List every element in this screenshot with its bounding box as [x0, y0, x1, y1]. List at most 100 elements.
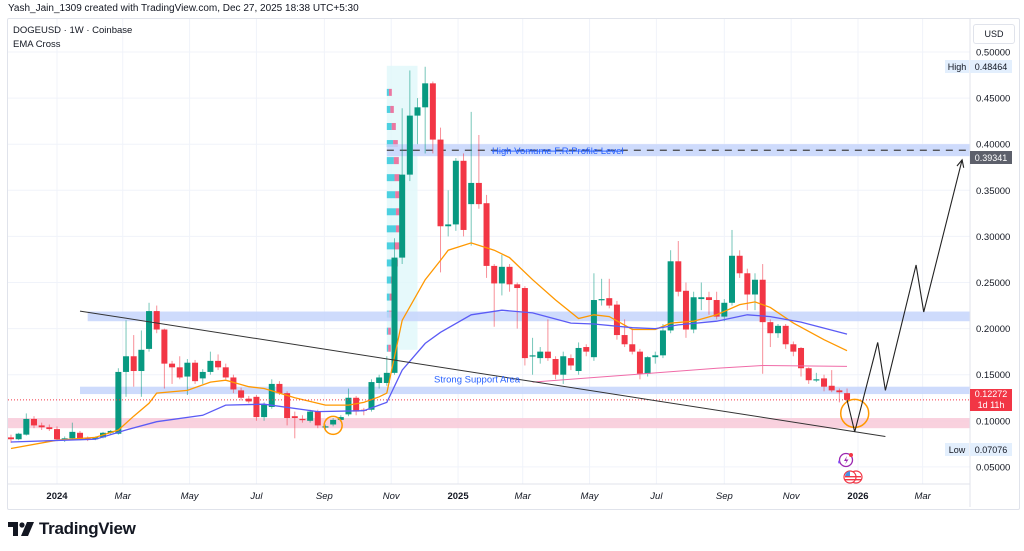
candle-up [422, 83, 429, 108]
currency-selector[interactable]: USD [973, 24, 1015, 44]
volume-profile-bar [388, 88, 392, 96]
candle-down [828, 385, 835, 391]
ema-long-line [532, 364, 848, 383]
volume-profile-bar [386, 88, 389, 96]
candle-down [161, 329, 168, 364]
resistance-band [87, 311, 970, 322]
symbol-info[interactable]: DOGEUSD · 1W · Coinbase [13, 25, 133, 36]
candle-up [498, 266, 505, 284]
candle-down [460, 160, 467, 230]
volume-profile-bar [386, 191, 396, 199]
candle-down [222, 367, 229, 378]
lightning-event-icon[interactable] [838, 452, 854, 468]
time-tick-label: Sep [716, 491, 733, 502]
time-tick-label: May [181, 491, 200, 502]
candle-up [23, 418, 30, 435]
volume-profile-bar [386, 225, 396, 233]
candle-up [560, 356, 567, 375]
volume-profile-bar [386, 259, 394, 267]
time-tick-label: 2024 [46, 491, 68, 502]
low-label: Low [945, 443, 969, 456]
time-tick-label: Nov [783, 491, 801, 502]
candle-up [376, 377, 383, 383]
candle-down [521, 288, 528, 359]
demand-band [8, 418, 970, 429]
candle-down [46, 427, 53, 430]
candle-down [744, 273, 751, 295]
candle-up [199, 371, 206, 379]
volume-profile-bar [386, 276, 392, 284]
candle-up [146, 311, 153, 349]
candle-down [483, 203, 490, 266]
candle-up [575, 347, 582, 372]
candle-down [130, 356, 137, 372]
candle-up [452, 160, 459, 225]
candle-down [759, 279, 766, 323]
candle-down [821, 378, 828, 387]
support-band [80, 386, 970, 395]
candle-down [77, 432, 84, 439]
candle-down [736, 255, 743, 274]
volume-profile-bar [395, 191, 401, 199]
candles-layer [8, 66, 851, 443]
candle-up [529, 355, 536, 357]
candle-up [69, 431, 76, 439]
candle-down [514, 284, 521, 289]
tradingview-logo-text: TradingView [39, 519, 136, 538]
candle-up [406, 115, 413, 175]
price-tick-label: 0.25000 [976, 278, 1010, 289]
highlight-circle [323, 415, 343, 436]
candle-down [675, 261, 682, 292]
indicator-label[interactable]: EMA Cross [13, 39, 61, 50]
last-price-tag: 0.12272 1d 11h [970, 389, 1012, 411]
tradingview-logo-icon [8, 522, 34, 536]
candle-down [437, 139, 444, 227]
candle-down [153, 311, 160, 330]
candle-down [583, 347, 590, 352]
candle-up [644, 357, 651, 374]
candle-down [782, 325, 789, 345]
low-value: 0.07076 [970, 443, 1012, 456]
candle-down [176, 367, 183, 378]
descending-trendline [79, 310, 886, 437]
candle-up [368, 382, 375, 410]
candle-down [613, 304, 620, 336]
time-tick-label: Mar [515, 491, 532, 502]
candle-up [414, 107, 421, 116]
candle-up [399, 174, 406, 258]
volume-profile-bar [394, 174, 400, 182]
time-axis[interactable]: 2024 Mar May Jul Sep Nov 2025 Mar May Jul Sep Nov 20… [46, 491, 931, 502]
candle-up [598, 299, 605, 301]
tradingview-logo[interactable]: TradingView [8, 519, 136, 539]
candle-up [659, 330, 666, 356]
candle-up [268, 383, 275, 407]
candle-down [291, 416, 298, 419]
high-label: High [945, 60, 969, 73]
price-tick-label: 0.05000 [976, 462, 1010, 473]
bar-countdown: 1d 11h [977, 399, 1005, 410]
annotation-layer: High Vomume F.R.Profile Level Strong Supp… [8, 146, 970, 437]
price-tick-label: 0.35000 [976, 186, 1010, 197]
volume-profile-bar [393, 157, 399, 165]
candle-up [337, 417, 344, 420]
candle-up [184, 362, 191, 377]
price-tick-label: 0.45000 [976, 94, 1010, 105]
candle-down [629, 344, 636, 352]
volume-profile-bar [393, 140, 398, 148]
price-axis[interactable]: 0.50000 0.45000 0.40000 0.35000 0.30000 0.250… [976, 48, 1010, 474]
volume-profile-bar [388, 344, 391, 352]
ema-slow-line [10, 309, 848, 443]
candle-down [844, 393, 851, 400]
candle-down [353, 397, 360, 412]
candle-down [253, 396, 260, 418]
us-flag-event-icon[interactable] [843, 470, 863, 484]
volume-profile-bar [389, 293, 393, 301]
candle-down [798, 347, 805, 369]
volume-profile-bar [395, 225, 402, 233]
volume-profile-bar [386, 327, 389, 335]
volume-profile-bar [386, 140, 394, 148]
candle-up [721, 302, 728, 317]
price-tick-label: 0.10000 [976, 416, 1010, 427]
candle-up [728, 255, 735, 303]
